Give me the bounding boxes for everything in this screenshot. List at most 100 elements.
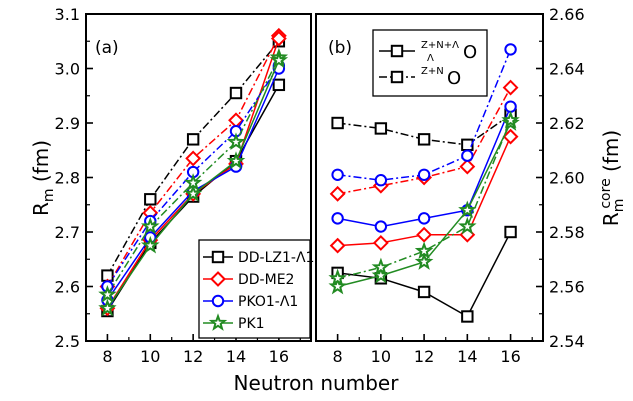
panel-a-square-core-point [272, 78, 286, 92]
panel-a-legend: DD-LZ1-Λ1 DD-ME2 PKO1-Λ1 PK1 [198, 239, 314, 339]
panel-b-diamond-with-hyperon-point [416, 226, 433, 243]
panel-a-y-tick-label: 2.9 [55, 114, 80, 133]
panel-a-square-with-hyperon-point [186, 133, 200, 146]
panel-b-diamond-core-point [329, 185, 346, 202]
legend-superscript: Z+N+Λ [421, 40, 459, 51]
legend-marker-circle [211, 294, 225, 308]
panel-a-star-core-point [183, 184, 203, 202]
panel-a-y-tick-label: 3.1 [55, 5, 80, 24]
panel-a-diamond-core-point [270, 30, 287, 47]
panel-a-ticks: 2.5 2.6 2.7 2.8 2.9 3.0 3.1 8 10 12 14 16 [55, 5, 301, 366]
panel-b-circle-with-hyperon-line [337, 106, 512, 228]
panel-b-circle-with-hyperon-point [374, 220, 388, 233]
panel-b-diamond-core-line [337, 87, 512, 195]
panel-a-circle-with-hyperon-line [106, 65, 280, 287]
panel-b-circle-core-point [461, 149, 474, 162]
panel-a-diamond-with-hyperon-line [106, 35, 280, 287]
panel-a-y-tick-label: 2.6 [55, 278, 80, 297]
panel-b-circle-with-hyperon-point [331, 212, 344, 225]
panel-b-diamond-core-point [502, 79, 519, 96]
panel-a-x-tick-label: 16 [269, 347, 289, 366]
panel-b-circle-core-point [504, 43, 517, 56]
panel-a-star-core-point [269, 50, 289, 69]
legend-nucleus-label: O [447, 68, 461, 89]
panel-b-square-with-hyperon-point [504, 225, 517, 239]
legend-label: DD-ME2 [238, 272, 294, 288]
panel-a-square-with-hyperon-point [229, 86, 243, 100]
legend-superscript: Z+N [421, 66, 444, 77]
panel-b-star-core-point [458, 216, 477, 235]
panel-a-x-tick-label: 12 [183, 347, 203, 366]
panel-a: 2.5 2.6 2.7 2.8 2.9 3.0 3.1 8 10 12 14 16 (a) Rm (f… [29, 5, 314, 366]
panel-a-star-core-point [98, 298, 117, 317]
legend-marker-diamond [210, 271, 226, 287]
panel-b-x-tick-label: 14 [457, 347, 477, 366]
panel-b-y-tick-label: 2.62 [549, 114, 585, 133]
panel-b-y-tick-label: 2.66 [549, 5, 585, 24]
panel-b-square-core-point [374, 122, 388, 135]
panel-b-circle-core-point [331, 168, 344, 181]
legend-label: PK1 [238, 316, 265, 332]
panel-a-star-with-hyperon-point [98, 284, 117, 303]
panel-a-x-tick-label: 14 [226, 347, 246, 366]
panel-b-square-with-hyperon-point [417, 285, 431, 299]
legend-marker-star [208, 313, 228, 331]
panel-b-x-tick-label: 12 [414, 347, 434, 366]
panel-b-circle-core-point [374, 174, 388, 187]
panel-b-y-tick-label: 2.58 [549, 223, 585, 242]
panel-b-diamond-with-hyperon-point [502, 128, 519, 145]
panel-b-star-core-line [337, 120, 512, 280]
panel-a-x-tick-label: 8 [102, 347, 112, 366]
legend-subscript: Λ [427, 53, 434, 64]
panel-b-x-tick-label: 8 [333, 347, 343, 366]
panel-b: 2.54 2.56 2.58 2.60 2.62 2.64 2.66 8 10 12 14 16 (b… [315, 5, 627, 366]
panel-b-star-with-hyperon-point [458, 200, 477, 219]
panel-b-legend-box [372, 29, 488, 97]
panel-b-star-core-point [501, 110, 520, 129]
panel-b-square-with-hyperon-point [461, 310, 474, 323]
legend-nucleus-label: O [463, 42, 477, 63]
panel-b-label: (b) [328, 38, 352, 58]
panel-b-x-tick-label: 10 [371, 347, 391, 366]
panel-b-diamond-with-hyperon-point [329, 237, 346, 254]
panel-b-x-tick-label: 16 [500, 347, 520, 366]
legend-marker-square [211, 250, 225, 264]
panel-a-series [98, 27, 289, 318]
panel-a-y-tick-label: 2.7 [55, 223, 80, 242]
panel-b-series [328, 43, 520, 323]
panel-b-y-tick-label: 2.60 [549, 169, 585, 188]
panel-b-star-core-point [371, 257, 391, 276]
panel-b-y-axis-title: Rmcore (fm) [598, 130, 627, 226]
panel-b-diamond-with-hyperon-point [372, 234, 389, 251]
legend-marker-square [390, 70, 404, 84]
panel-b-square-core-point [331, 116, 344, 130]
panel-b-star-core-point [414, 241, 434, 259]
panel-a-star-core-point [140, 235, 160, 254]
panel-a-star-with-hyperon-point [140, 216, 160, 235]
panel-b-star-with-hyperon-point [414, 252, 434, 270]
panel-b-legend: Z+N+ΛΛ OZ+N O [372, 29, 488, 97]
panel-a-y-tick-label: 2.5 [55, 332, 80, 351]
panel-a-square-with-hyperon-point [144, 193, 157, 206]
panel-a-diamond-with-hyperon-point [185, 150, 202, 167]
panel-b-y-tick-label: 2.56 [549, 278, 585, 297]
panel-a-y-axis-title: Rm (fm) [29, 140, 57, 216]
panel-b-circle-with-hyperon-point [504, 100, 517, 113]
legend-label: DD-LZ1-Λ1 [238, 250, 314, 266]
x-axis-title: Neutron number [234, 371, 400, 395]
panel-a-y-tick-label: 2.8 [55, 169, 80, 188]
panel-a-star-core-point [226, 151, 246, 170]
panel-b-star-core-point [328, 268, 347, 287]
legend-label: PKO1-Λ1 [238, 294, 298, 310]
panel-b-y-tick-label: 2.54 [549, 332, 585, 351]
panel-b-diamond-core-point [459, 158, 476, 175]
panel-a-star-with-hyperon-line [106, 57, 280, 296]
panel-b-square-core-point [417, 133, 431, 146]
legend-marker-square [390, 44, 404, 58]
panel-b-y-tick-label: 2.64 [549, 60, 585, 79]
panel-b-ticks: 2.54 2.56 2.58 2.60 2.62 2.64 2.66 8 10 12 14 16 [333, 5, 585, 366]
panel-a-star-with-hyperon-point [226, 132, 246, 150]
panel-a-x-tick-label: 10 [140, 347, 160, 366]
panel-b-circle-with-hyperon-point [417, 212, 431, 225]
